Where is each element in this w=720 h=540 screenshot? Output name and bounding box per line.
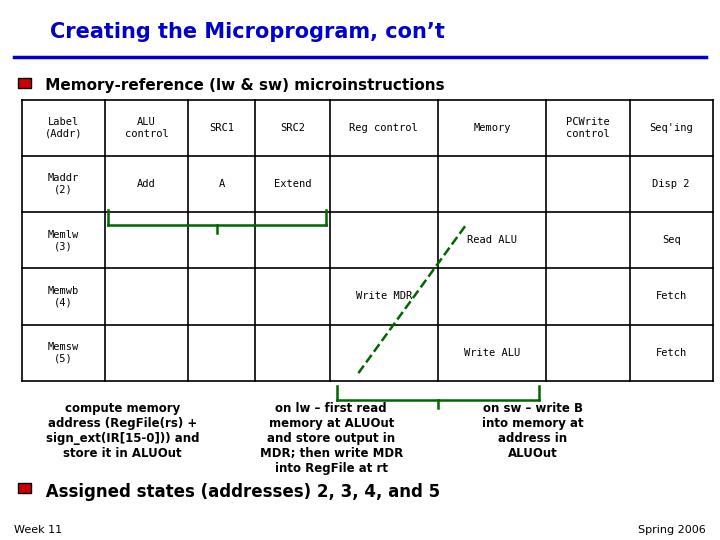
Text: Seq'ing: Seq'ing [649, 123, 693, 133]
Text: Add: Add [137, 179, 156, 189]
Text: Memory: Memory [473, 123, 511, 133]
Text: Fetch: Fetch [655, 348, 687, 357]
Text: Seq: Seq [662, 235, 680, 245]
Text: Assigned states (addresses) 2, 3, 4, and 5: Assigned states (addresses) 2, 3, 4, and… [40, 483, 440, 501]
Text: Label
(Addr): Label (Addr) [45, 117, 82, 139]
Text: Memory-reference (lw & sw) microinstructions: Memory-reference (lw & sw) microinstruct… [40, 78, 444, 93]
Text: PCWrite
control: PCWrite control [566, 117, 610, 139]
Text: A: A [218, 179, 225, 189]
Text: Spring 2006: Spring 2006 [638, 524, 706, 535]
FancyBboxPatch shape [18, 483, 31, 493]
Text: Memwb
(4): Memwb (4) [48, 286, 79, 307]
Text: SRC1: SRC1 [209, 123, 234, 133]
Text: Read ALU: Read ALU [467, 235, 517, 245]
Text: Write ALU: Write ALU [464, 348, 521, 357]
Text: SRC2: SRC2 [280, 123, 305, 133]
Text: Memlw
(3): Memlw (3) [48, 230, 79, 251]
Text: Week 11: Week 11 [14, 524, 63, 535]
Text: Write MDR: Write MDR [356, 292, 412, 301]
Text: Maddr
(2): Maddr (2) [48, 173, 79, 195]
Text: compute memory
address (RegFile(rs) +
sign_ext(IR[15-0])) and
store it in ALUOut: compute memory address (RegFile(rs) + si… [45, 402, 199, 460]
Text: Fetch: Fetch [655, 292, 687, 301]
Text: Memsw
(5): Memsw (5) [48, 342, 79, 363]
Text: ALU
control: ALU control [125, 117, 168, 139]
Text: Reg control: Reg control [349, 123, 418, 133]
Text: Creating the Microprogram, con’t: Creating the Microprogram, con’t [50, 22, 445, 42]
Text: on sw – write B
into memory at
address in
ALUOut: on sw – write B into memory at address i… [482, 402, 584, 460]
Text: Extend: Extend [274, 179, 311, 189]
FancyBboxPatch shape [18, 78, 31, 88]
Text: on lw – first read
memory at ALUOut
and store output in
MDR; then write MDR
into: on lw – first read memory at ALUOut and … [260, 402, 402, 475]
Text: Disp 2: Disp 2 [652, 179, 690, 189]
